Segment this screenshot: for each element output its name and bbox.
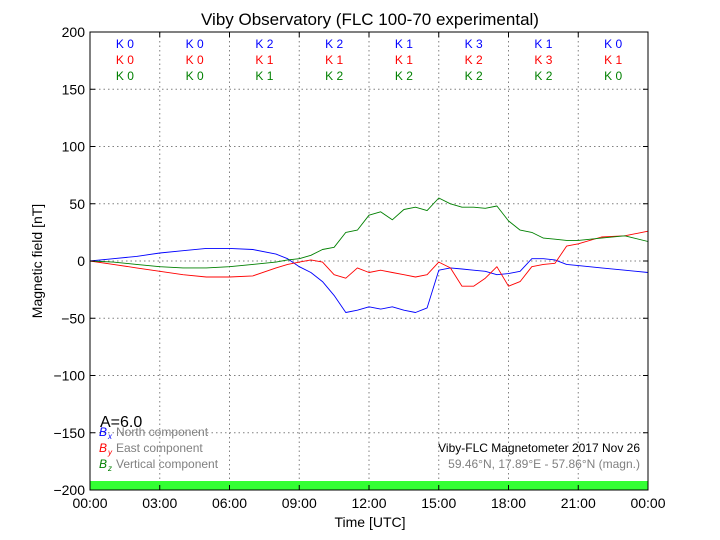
chart-title: Viby Observatory (FLC 100-70 experimenta…	[201, 10, 539, 29]
series-line-by	[89, 230, 649, 287]
y-tick-label: 100	[62, 139, 86, 155]
legend-subscript-bx: x	[107, 432, 113, 441]
k-index-bx: K 0	[186, 37, 204, 51]
x-axis-label: Time [UTC]	[334, 514, 405, 530]
legend-label-bx: North component	[116, 425, 209, 439]
k-index-bz: K 2	[325, 69, 343, 83]
x-tick-label: 03:00	[142, 495, 177, 511]
series-line-bz	[89, 197, 649, 269]
y-tick-label: 50	[69, 196, 85, 212]
k-index-bz: K 1	[255, 69, 273, 83]
legend-label-bz: Vertical component	[116, 457, 219, 471]
x-tick-label: 06:00	[212, 495, 247, 511]
gridlines	[90, 32, 648, 490]
k-index-by: K 1	[255, 53, 273, 67]
k-index-bz: K 2	[395, 69, 413, 83]
k-index-by: K 0	[186, 53, 204, 67]
x-tick-label: 00:00	[630, 495, 665, 511]
series-line-bx	[89, 247, 649, 313]
legend-symbol-by: B	[99, 441, 107, 455]
legend-symbol-bx: B	[99, 425, 107, 439]
k-index-by: K 1	[604, 53, 622, 67]
magnetometer-info: Viby-FLC Magnetometer 2017 Nov 26	[438, 441, 640, 455]
y-tick-label: −50	[61, 310, 85, 326]
k-index-bz: K 0	[604, 69, 622, 83]
k-index-bz: K 2	[465, 69, 483, 83]
k-index-by: K 0	[116, 53, 134, 67]
x-tick-label: 00:00	[72, 495, 107, 511]
k-index-bx: K 3	[465, 37, 483, 51]
legend-subscript-by: y	[107, 448, 113, 457]
x-tick-label: 12:00	[351, 495, 386, 511]
k-index-bz: K 0	[186, 69, 204, 83]
legend-subscript-bz: z	[107, 464, 112, 473]
k-index-bx: K 0	[116, 37, 134, 51]
y-tick-label: 0	[77, 253, 85, 269]
k-index-by: K 3	[534, 53, 552, 67]
y-tick-label: −100	[53, 368, 85, 384]
coordinates-info: 59.46°N, 17.89°E - 57.86°N (magn.)	[448, 457, 640, 471]
k-index-bx: K 1	[534, 37, 552, 51]
x-tick-label: 09:00	[282, 495, 317, 511]
y-tick-label: 200	[62, 24, 86, 40]
a-index: A=6.0	[100, 414, 142, 431]
y-tick-label: −200	[53, 482, 85, 498]
x-tick-label: 15:00	[421, 495, 456, 511]
k-index-bz: K 0	[116, 69, 134, 83]
k-index-by: K 1	[325, 53, 343, 67]
series-lines	[89, 197, 649, 313]
y-tick-label: 150	[62, 81, 86, 97]
k-index-table: K 0 K 0 K 2 K 2 K 1 K 3 K 1 K 0 K 0 K 0 K 1 K 1 K 1 K…	[116, 37, 623, 83]
legend-symbol-bz: B	[99, 457, 107, 471]
k-index-by: K 1	[395, 53, 413, 67]
x-tick-label: 21:00	[561, 495, 596, 511]
legend-label-by: East component	[116, 441, 203, 455]
k-index-bz: K 2	[534, 69, 552, 83]
k-index-bx: K 2	[325, 37, 343, 51]
x-tick-label: 18:00	[491, 495, 526, 511]
k-index-bx: K 1	[395, 37, 413, 51]
k-index-by: K 2	[465, 53, 483, 67]
axis-ticks: 00:00 03:00 06:00 09:00 12:00 15:00 18:00 21:00…	[53, 24, 665, 511]
k-index-bx: K 2	[255, 37, 273, 51]
k-index-bx: K 0	[604, 37, 622, 51]
y-axis-label: Magnetic field [nT]	[29, 204, 45, 318]
y-tick-label: −150	[53, 425, 85, 441]
